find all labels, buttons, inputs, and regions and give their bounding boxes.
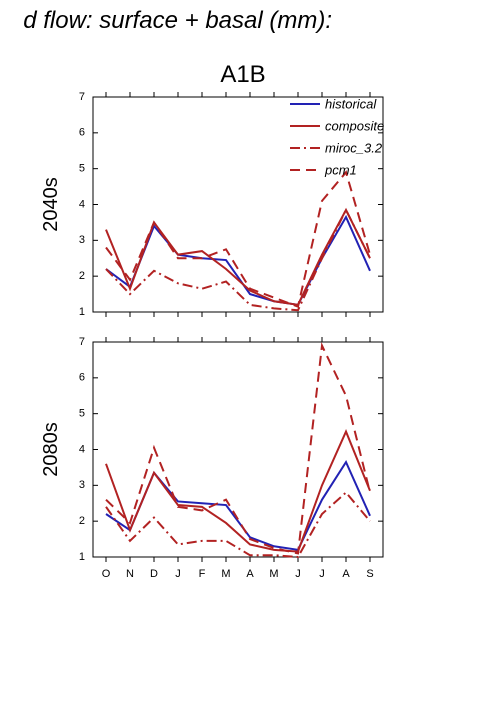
x-tick-label: J — [175, 568, 181, 580]
series-line — [105, 491, 371, 559]
x-tick-label: J — [295, 568, 301, 580]
y-tick-label: 4 — [79, 443, 85, 455]
x-tick-label: M — [221, 568, 230, 580]
plot-frame — [92, 341, 384, 558]
x-tick-label: F — [199, 568, 206, 580]
legend-label: pcm1 — [324, 162, 357, 177]
series-line — [105, 429, 371, 553]
y-tick-label: 3 — [79, 479, 85, 491]
y-tick-label: 2 — [79, 270, 85, 282]
series-line — [105, 207, 371, 312]
legend-label: historical — [325, 96, 377, 111]
x-tick-label: S — [366, 568, 373, 580]
y-tick-label: 6 — [79, 127, 85, 139]
legend-label: composite — [325, 118, 384, 133]
y-tick-label: 5 — [79, 408, 85, 420]
y-tick-label: 7 — [79, 336, 85, 348]
x-tick-label: A — [342, 568, 350, 580]
y-tick-label: 2 — [79, 515, 85, 527]
y-tick-label: 7 — [79, 91, 85, 103]
y-tick-label: 5 — [79, 163, 85, 175]
series-line — [105, 342, 371, 555]
x-tick-label: D — [150, 568, 158, 580]
x-tick-label: M — [269, 568, 278, 580]
legend-label: miroc_3.2 — [325, 140, 383, 155]
y-tick-label: 3 — [79, 234, 85, 246]
series-line — [105, 214, 371, 306]
panel-title: A1B — [220, 61, 265, 88]
y-axis-label: 2040s — [40, 177, 62, 232]
x-tick-label: A — [246, 568, 254, 580]
page-heading: d flow: surface + basal (mm): — [23, 7, 332, 34]
y-tick-label: 1 — [79, 306, 85, 318]
x-tick-label: J — [319, 568, 325, 580]
y-tick-label: 1 — [79, 551, 85, 563]
y-tick-label: 4 — [79, 198, 85, 210]
series-line — [105, 170, 371, 308]
y-axis-label: 2080s — [40, 422, 62, 477]
x-tick-label: N — [126, 568, 134, 580]
y-tick-label: 6 — [79, 372, 85, 384]
x-tick-label: O — [102, 568, 111, 580]
series-line — [105, 207, 371, 306]
